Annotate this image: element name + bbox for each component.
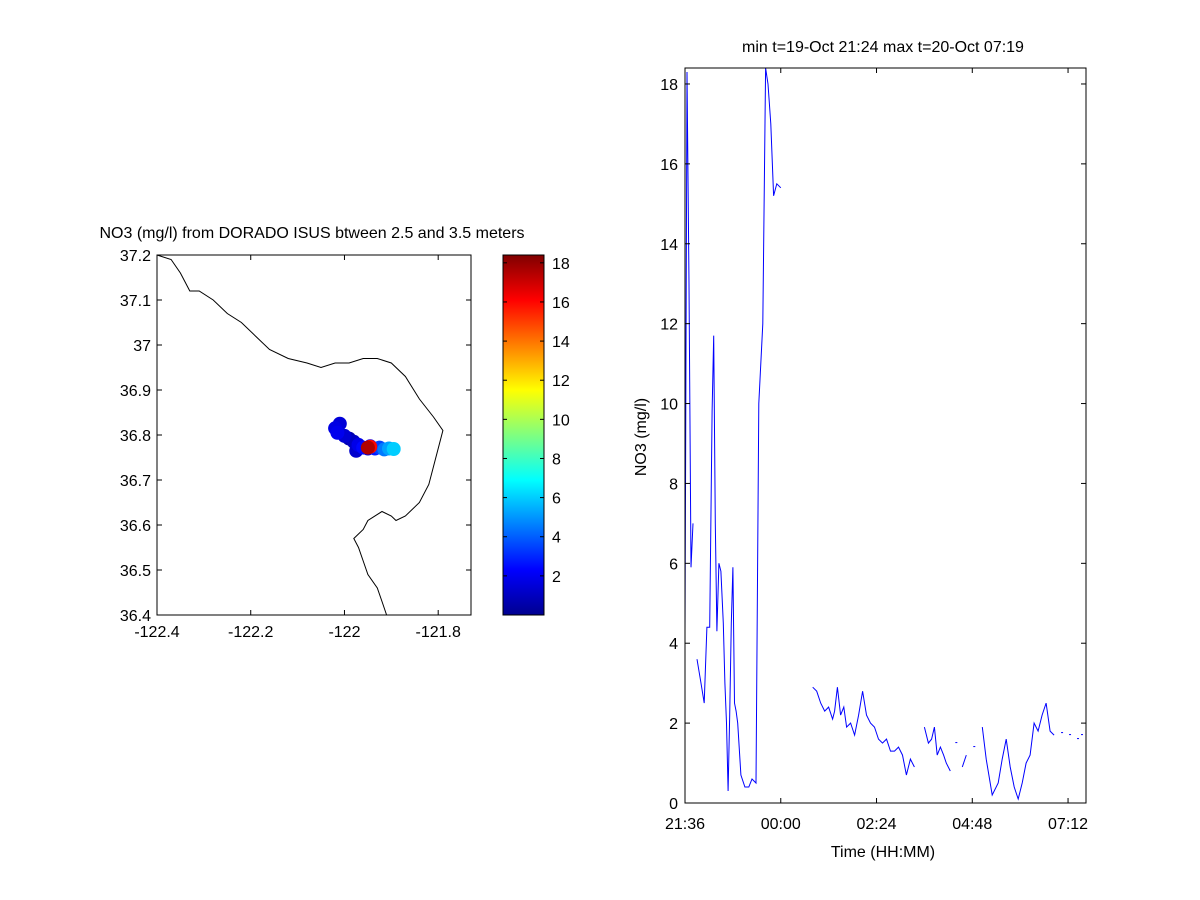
timeseries-ytick-label: 10 [660, 397, 678, 414]
timeseries-xtick-label: 07:12 [1048, 816, 1088, 833]
timeseries-ytick-label: 8 [669, 476, 678, 493]
timeseries-lines [684, 67, 1084, 801]
map-xtick-label: -122.4 [134, 624, 179, 641]
map-ytick-label: 36.6 [120, 518, 151, 535]
timeseries-title: min t=19-Oct 21:24 max t=20-Oct 07:19 [742, 39, 1024, 56]
no3-series-dot [1077, 738, 1080, 740]
timeseries-xtick-label: 04:48 [952, 816, 992, 833]
no3-series-segment [696, 67, 782, 792]
map-ytick-label: 36.8 [120, 428, 151, 445]
no3-series-dot [1061, 732, 1064, 734]
map-ytick-label: 37.2 [120, 248, 151, 265]
map-ytick-label: 37 [133, 338, 151, 355]
timeseries-ytick-label: 0 [669, 796, 678, 813]
colorbar-tick-label: 14 [552, 334, 570, 351]
map-ytick-label: 36.4 [120, 608, 151, 625]
colorbar-ticks: 2 4 6 8 10 12 14 16 18 [503, 256, 570, 586]
colorbar-tick-label: 6 [552, 491, 561, 508]
timeseries-ylabel: NO3 (mg/l) [633, 398, 650, 476]
timeseries-panel: min t=19-Oct 21:24 max t=20-Oct 07:19 21… [633, 39, 1088, 861]
map-xtick-label: -122.2 [228, 624, 273, 641]
timeseries-ytick-label: 18 [660, 77, 678, 94]
timeseries-ytick-label: 16 [660, 157, 678, 174]
no3-series-dot [1069, 734, 1072, 736]
timeseries-xtick-label: 21:36 [665, 816, 705, 833]
map-point [360, 440, 375, 455]
timeseries-ytick-label: 12 [660, 317, 678, 334]
map-ytick-label: 36.9 [120, 383, 151, 400]
timeseries-ytick-label: 2 [669, 716, 678, 733]
colorbar-tick-label: 2 [552, 569, 561, 586]
colorbar-gradient [502, 254, 545, 616]
colorbar-tick-label: 8 [552, 451, 561, 468]
no3-series-segment [923, 726, 951, 772]
map-axes: -122.4 -122.2 -122 -121.8 36.4 36.5 36.6 36.7 36… [120, 248, 472, 641]
timeseries-xtick-label: 02:24 [856, 816, 896, 833]
map-ytick-label: 36.7 [120, 473, 151, 490]
colorbar-tick-label: 4 [552, 530, 561, 547]
no3-series-dot [973, 746, 976, 748]
timeseries-ytick-label: 14 [660, 237, 678, 254]
no3-series-dot [1081, 734, 1084, 736]
no3-series-segment [961, 754, 967, 768]
no3-series-segment [812, 686, 915, 776]
colorbar-tick-label: 10 [552, 412, 570, 429]
timeseries-ytick-label: 4 [669, 636, 678, 653]
colorbar-tick-label: 18 [552, 256, 570, 273]
no3-series-segment [981, 702, 1055, 801]
map-coastline [156, 254, 444, 616]
no3-series-dot [955, 742, 958, 744]
colorbar-tick-label: 12 [552, 373, 570, 390]
timeseries-frame [684, 67, 1087, 804]
map-ytick-label: 36.5 [120, 563, 151, 580]
coastline-line [156, 254, 444, 616]
map-xtick-label: -122 [328, 624, 360, 641]
map-ytick-label: 37.1 [120, 293, 151, 310]
map-point [386, 442, 401, 456]
map-point [330, 425, 345, 440]
colorbar: 2 4 6 8 10 12 14 16 18 [502, 254, 570, 616]
timeseries-xlabel: Time (HH:MM) [831, 844, 935, 861]
map-panel: NO3 (mg/l) from DORADO ISUS btween 2.5 a… [99, 225, 524, 641]
map-data-points [328, 416, 401, 458]
timeseries-axes: 21:36 00:00 02:24 04:48 07:12 0 2 4 6 8 10 12 14 16 18 [660, 67, 1088, 833]
map-title: NO3 (mg/l) from DORADO ISUS btween 2.5 a… [99, 225, 524, 242]
colorbar-tick-label: 16 [552, 295, 570, 312]
timeseries-xtick-label: 00:00 [761, 816, 801, 833]
map-xtick-label: -121.8 [416, 624, 461, 641]
timeseries-ytick-label: 6 [669, 556, 678, 573]
